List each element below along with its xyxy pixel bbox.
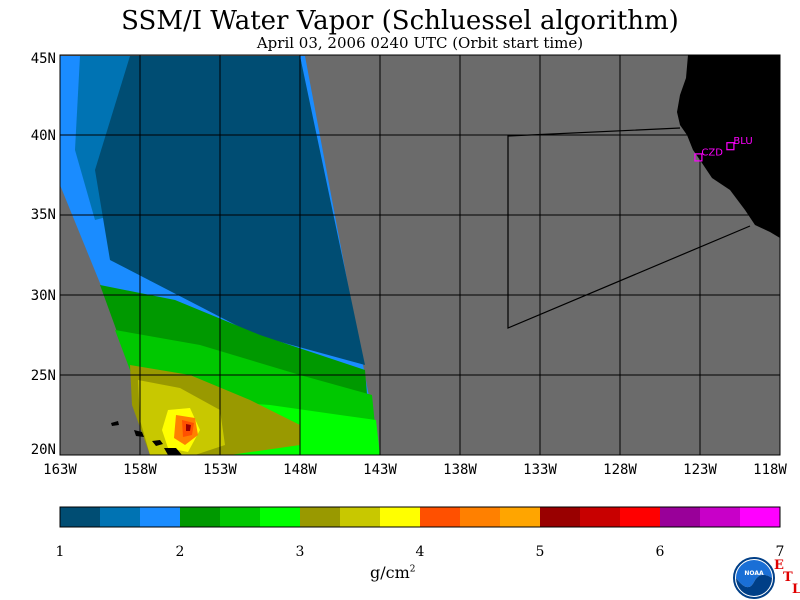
units-text: g/cm [370,563,410,582]
etl-letter-l: L [792,582,800,597]
lat-label-45n: 45N [30,51,56,67]
land-north-america [677,55,780,238]
lon-label-118w: 118W [753,462,787,478]
etl-letter-t: T [783,570,793,585]
island-maui [152,440,163,446]
lat-label-25n: 25N [30,368,56,384]
colorbar-tick-5: 5 [535,544,545,560]
island-big-island [164,448,182,455]
colorbar-tick-6: 6 [655,544,665,560]
station-label-blu: BLU [733,136,752,147]
colorbar-tick-7: 7 [775,544,785,560]
map-area: CZD BLU [60,55,780,455]
swath-band-dark [95,56,365,365]
colorbar-swatch [660,507,701,527]
lon-label-133w: 133W [523,462,557,478]
colorbar-swatch [380,507,421,527]
station-label-czd: CZD [701,147,723,158]
lat-label-35n: 35N [30,207,56,223]
map-frame [59,54,781,456]
lat-label-40n: 40N [30,128,56,144]
lon-label-158w: 158W [123,462,157,478]
island-kauai [111,421,119,426]
colorbar-tick-1: 1 [55,544,65,560]
lon-label-148w: 148W [283,462,317,478]
lon-label-128w: 128W [603,462,637,478]
lon-label-153w: 153W [203,462,237,478]
lat-label-20n: 20N [30,442,56,458]
swath-band-dark-red [186,424,191,431]
colorbar-swatch [620,507,661,527]
colorbar-swatch [500,507,541,527]
colorbar-swatch [300,507,341,527]
lon-label-143w: 143W [363,462,397,478]
map-gridlines [60,55,780,455]
colorbar-swatch [180,507,221,527]
units-exponent: 2 [409,564,416,575]
domain-outline [507,127,751,329]
lon-label-163w: 163W [43,462,77,478]
colorbar-swatch [100,507,141,527]
colorbar-swatch [700,507,741,527]
colorbar-swatch [340,507,381,527]
colorbar-swatch [420,507,461,527]
station-markers: CZD BLU [694,136,753,162]
lon-label-123w: 123W [683,462,717,478]
colorbar-swatch [740,507,781,527]
colorbar [60,507,781,527]
station-marker-blu [726,142,735,151]
map-subtitle: April 03, 2006 0240 UTC (Orbit start tim… [256,34,584,52]
colorbar-frame [59,506,781,528]
lat-label-30n: 30N [30,288,56,304]
etl-letter-e: E [774,558,784,573]
colorbar-swatch [580,507,621,527]
colorbar-swatch [460,507,501,527]
colorbar-tick-3: 3 [295,544,305,560]
island-oahu [134,430,144,437]
station-marker-czd [694,153,703,162]
colorbar-tick-4: 4 [415,544,425,560]
colorbar-swatch [260,507,301,527]
lon-label-138w: 138W [443,462,477,478]
colorbar-swatch [140,507,181,527]
colorbar-swatch [60,507,101,527]
colorbar-swatch [220,507,261,527]
colorbar-tick-2: 2 [175,544,185,560]
colorbar-units: g/cm2 [370,563,416,582]
colorbar-swatch [540,507,581,527]
map-title: SSM/I Water Vapor (Schluessel algorithm) [121,6,679,36]
